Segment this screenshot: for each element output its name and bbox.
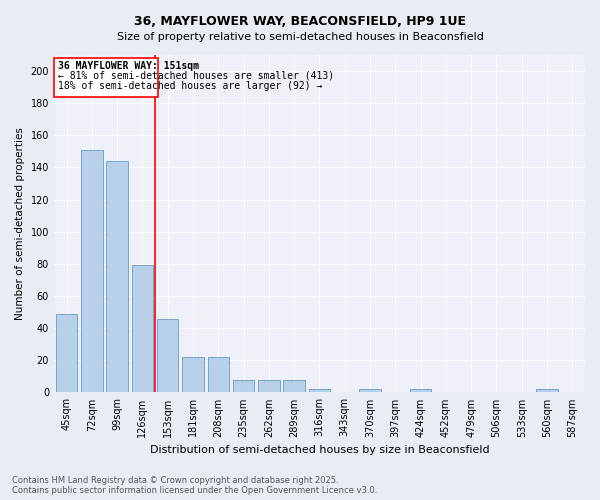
Bar [81, 150, 103, 392]
Bar [536, 389, 558, 392]
Bar [157, 318, 178, 392]
Bar [182, 357, 204, 392]
Y-axis label: Number of semi-detached properties: Number of semi-detached properties [15, 128, 25, 320]
Bar [233, 380, 254, 392]
Bar [54, 58, 158, 97]
X-axis label: Distribution of semi-detached houses by size in Beaconsfield: Distribution of semi-detached houses by … [149, 445, 489, 455]
Text: 36, MAYFLOWER WAY, BEACONSFIELD, HP9 1UE: 36, MAYFLOWER WAY, BEACONSFIELD, HP9 1UE [134, 15, 466, 28]
Text: Size of property relative to semi-detached houses in Beaconsfield: Size of property relative to semi-detach… [116, 32, 484, 42]
Bar [131, 266, 153, 392]
Bar [283, 380, 305, 392]
Text: Contains HM Land Registry data © Crown copyright and database right 2025.
Contai: Contains HM Land Registry data © Crown c… [12, 476, 377, 495]
Bar [208, 357, 229, 392]
Bar [56, 314, 77, 392]
Text: 36 MAYFLOWER WAY: 151sqm: 36 MAYFLOWER WAY: 151sqm [58, 60, 199, 70]
Bar [359, 389, 381, 392]
Text: ← 81% of semi-detached houses are smaller (413): ← 81% of semi-detached houses are smalle… [58, 70, 334, 81]
Text: 18% of semi-detached houses are larger (92) →: 18% of semi-detached houses are larger (… [58, 80, 322, 90]
Bar [106, 161, 128, 392]
Bar [258, 380, 280, 392]
Bar [309, 389, 330, 392]
Bar [410, 389, 431, 392]
